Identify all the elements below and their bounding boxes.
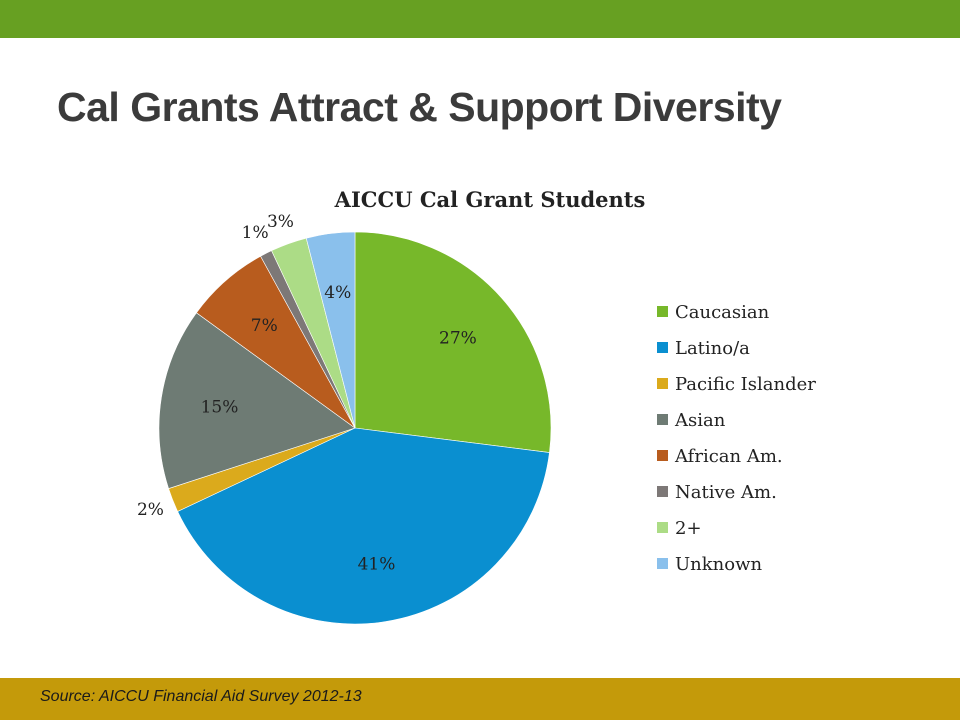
legend-label-pacific-islander: Pacific Islander [675, 374, 816, 395]
legend-label-african-am: African Am. [674, 446, 783, 467]
legend-label-asian: Asian [674, 410, 726, 431]
data-labels: 27% 41% 2% 15% 7% 1%3% 4% [137, 212, 477, 575]
data-label-asian: 15% [201, 398, 239, 418]
legend-label-unknown: Unknown [675, 554, 763, 575]
pie-slice-caucasian [354, 231, 552, 453]
pie-slice-latino-a [177, 427, 550, 625]
legend-swatch-pacific-islander [657, 378, 668, 389]
legend-label-caucasian: Caucasian [675, 302, 770, 323]
legend-swatch-african-am [657, 450, 668, 461]
legend-swatch-latino-a [657, 342, 668, 353]
pie-slices [158, 231, 552, 625]
pie-slice-asian [158, 312, 356, 489]
slide-title: Cal Grants Attract & Support Diversity [57, 84, 782, 130]
legend-label-2: 2+ [675, 518, 702, 539]
data-label-unknown: 4% [324, 283, 351, 303]
top-accent-bar [0, 0, 960, 38]
data-label-african-am: 7% [251, 316, 278, 336]
data-label-2: 3% [267, 212, 294, 232]
legend-label-native-am: Native Am. [675, 482, 777, 503]
legend-swatch-caucasian [657, 306, 668, 317]
data-label-pacific-islander: 2% [137, 500, 164, 520]
legend-swatch-asian [657, 414, 668, 425]
legend-label-latino-a: Latino/a [675, 338, 750, 359]
chart-legend: Caucasian Latino/a Pacific Islander Asian Af… [657, 302, 816, 575]
bottom-accent-bar [0, 678, 960, 720]
pie-slice-unknown [305, 231, 356, 429]
chart-title: AICCU Cal Grant Students [334, 187, 646, 212]
legend-swatch-unknown [657, 558, 668, 569]
legend-swatch-2 [657, 522, 668, 533]
data-label-caucasian: 27% [439, 328, 477, 348]
source-note: Source: AICCU Financial Aid Survey 2012-… [40, 688, 362, 705]
data-label-latino-a: 41% [358, 555, 396, 575]
legend-swatch-native-am [657, 486, 668, 497]
data-label-native-am: 1% [242, 223, 269, 243]
